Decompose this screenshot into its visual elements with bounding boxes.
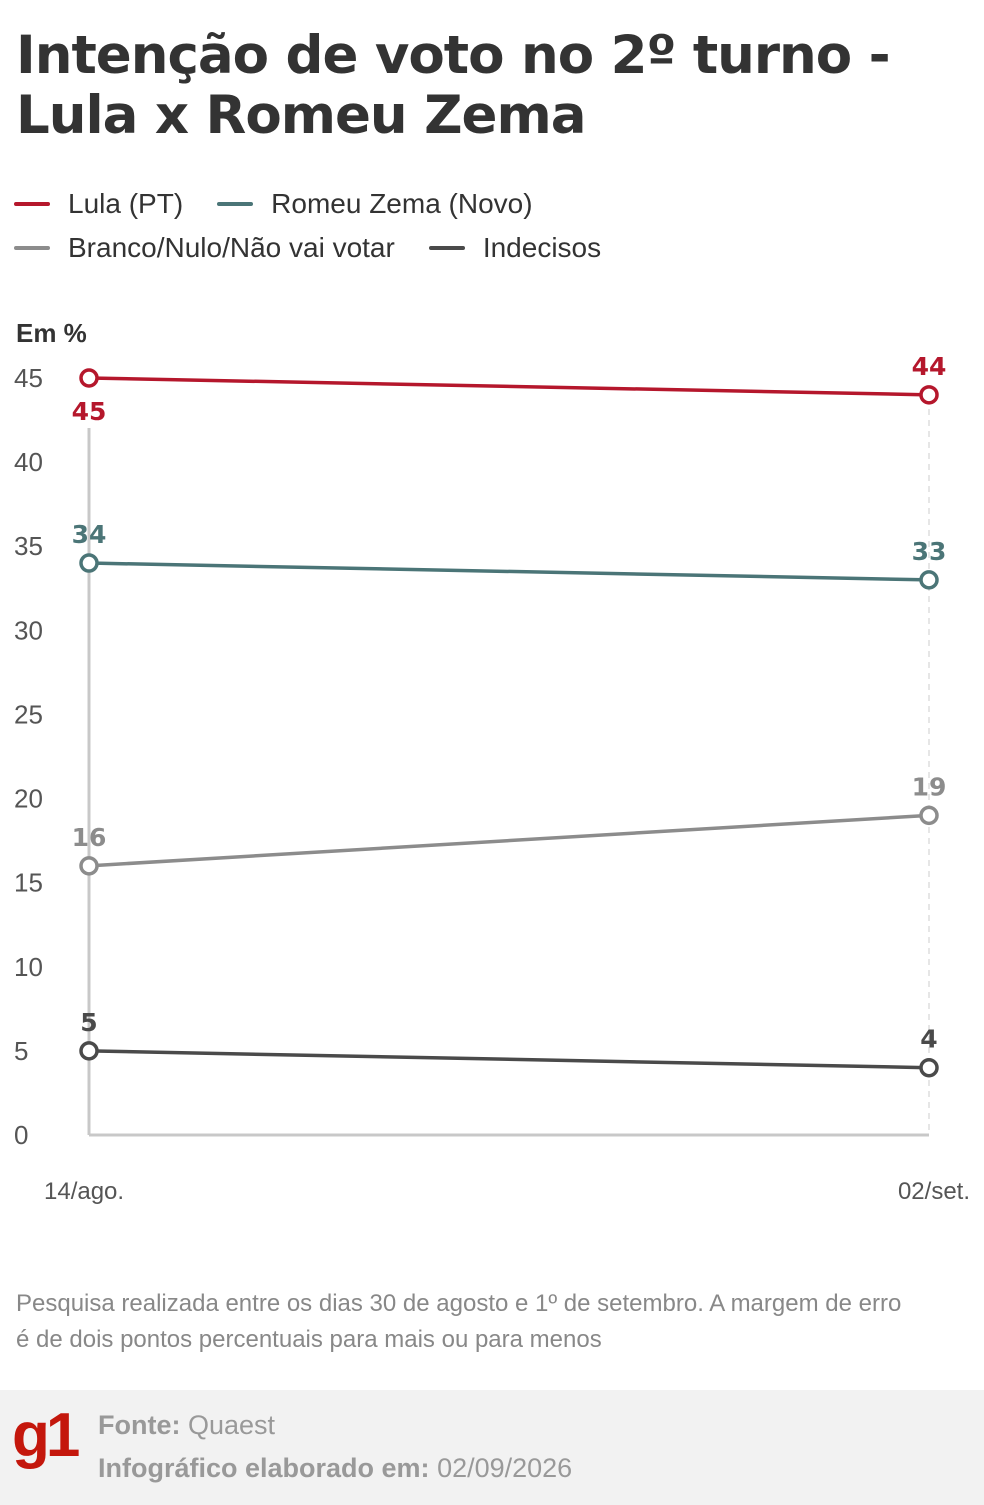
methodology-note: Pesquisa realizada entre os dias 30 de a…	[16, 1290, 902, 1353]
legend-swatch-zema	[217, 202, 254, 206]
data-label: 33	[912, 537, 947, 566]
date-label: Infográfico elaborado em:	[98, 1453, 430, 1483]
y-tick-label: 0	[14, 1120, 28, 1150]
date-line: Infográfico elaborado em: 02/09/2026	[98, 1453, 572, 1484]
g1-logo: g1	[12, 1401, 80, 1470]
data-label: 19	[912, 772, 947, 801]
chart-title: Intenção de voto no 2º turno - Lula x Ro…	[16, 26, 966, 146]
footer: g1 Fonte: Quaest Infográfico elaborado e…	[0, 1390, 984, 1505]
title-line-1: Intenção de voto no 2º turno -	[16, 25, 891, 86]
data-point	[79, 553, 99, 573]
source-value: Quaest	[188, 1410, 276, 1440]
data-label: 4	[920, 1025, 937, 1054]
series-line	[88, 1049, 930, 1070]
data-label: 44	[912, 352, 947, 381]
legend-swatch-indecisos	[428, 246, 465, 250]
y-tick-label: 45	[14, 363, 43, 393]
data-point	[79, 1041, 99, 1061]
y-tick-label: 30	[14, 615, 43, 645]
y-tick-label: 25	[14, 699, 43, 729]
data-point	[919, 1057, 939, 1078]
y-tick-label: 35	[14, 531, 43, 561]
date-value: 02/09/2026	[437, 1453, 573, 1483]
data-label: 45	[72, 397, 107, 426]
data-point	[919, 385, 939, 405]
legend-swatch-lula	[14, 202, 50, 206]
series-line	[88, 561, 930, 582]
line-chart: 0 5 10 15 20 25 30 35 40 45 14/ago. 02/set. 45 44 34 33…	[0, 300, 984, 1220]
legend-item-branco: Branco/Nulo/Não vai votar	[14, 232, 395, 264]
series-line	[88, 813, 930, 868]
source-line: Fonte: Quaest	[98, 1410, 275, 1441]
legend-item-indecisos: Indecisos	[428, 232, 602, 264]
title-line-2: Lula x Romeu Zema	[16, 85, 586, 146]
data-label: 34	[72, 520, 107, 549]
legend-label-branco: Branco/Nulo/Não vai votar	[68, 232, 395, 263]
legend-label-lula: Lula (PT)	[68, 188, 184, 219]
legend-label-indecisos: Indecisos	[482, 232, 602, 263]
legend-swatch-branco	[14, 246, 50, 250]
x-tick-label: 02/set.	[898, 1178, 970, 1205]
y-axis-unit-label: Em %	[16, 318, 87, 348]
y-tick-label: 40	[14, 447, 43, 477]
data-point	[919, 570, 939, 590]
y-tick-label: 15	[14, 868, 43, 898]
data-point	[919, 805, 939, 826]
legend-row-2: Branco/Nulo/Não vai votar Indecisos	[14, 226, 964, 270]
y-tick-label: 20	[14, 784, 43, 814]
series-line	[88, 376, 930, 397]
y-tick-label: 5	[14, 1036, 28, 1066]
data-point	[79, 368, 99, 388]
legend-label-zema: Romeu Zema (Novo)	[271, 188, 533, 219]
data-label: 5	[80, 1008, 97, 1037]
x-tick-label: 14/ago.	[44, 1178, 124, 1205]
legend-item-zema: Romeu Zema (Novo)	[217, 188, 533, 220]
source-label: Fonte:	[98, 1410, 181, 1440]
legend-row-1: Lula (PT) Romeu Zema (Novo)	[14, 182, 964, 226]
data-point	[79, 856, 99, 876]
legend: Lula (PT) Romeu Zema (Novo) Branco/Nulo/…	[14, 182, 964, 270]
y-tick-label: 10	[14, 952, 43, 982]
legend-item-lula: Lula (PT)	[14, 188, 183, 220]
data-label: 16	[72, 823, 107, 852]
